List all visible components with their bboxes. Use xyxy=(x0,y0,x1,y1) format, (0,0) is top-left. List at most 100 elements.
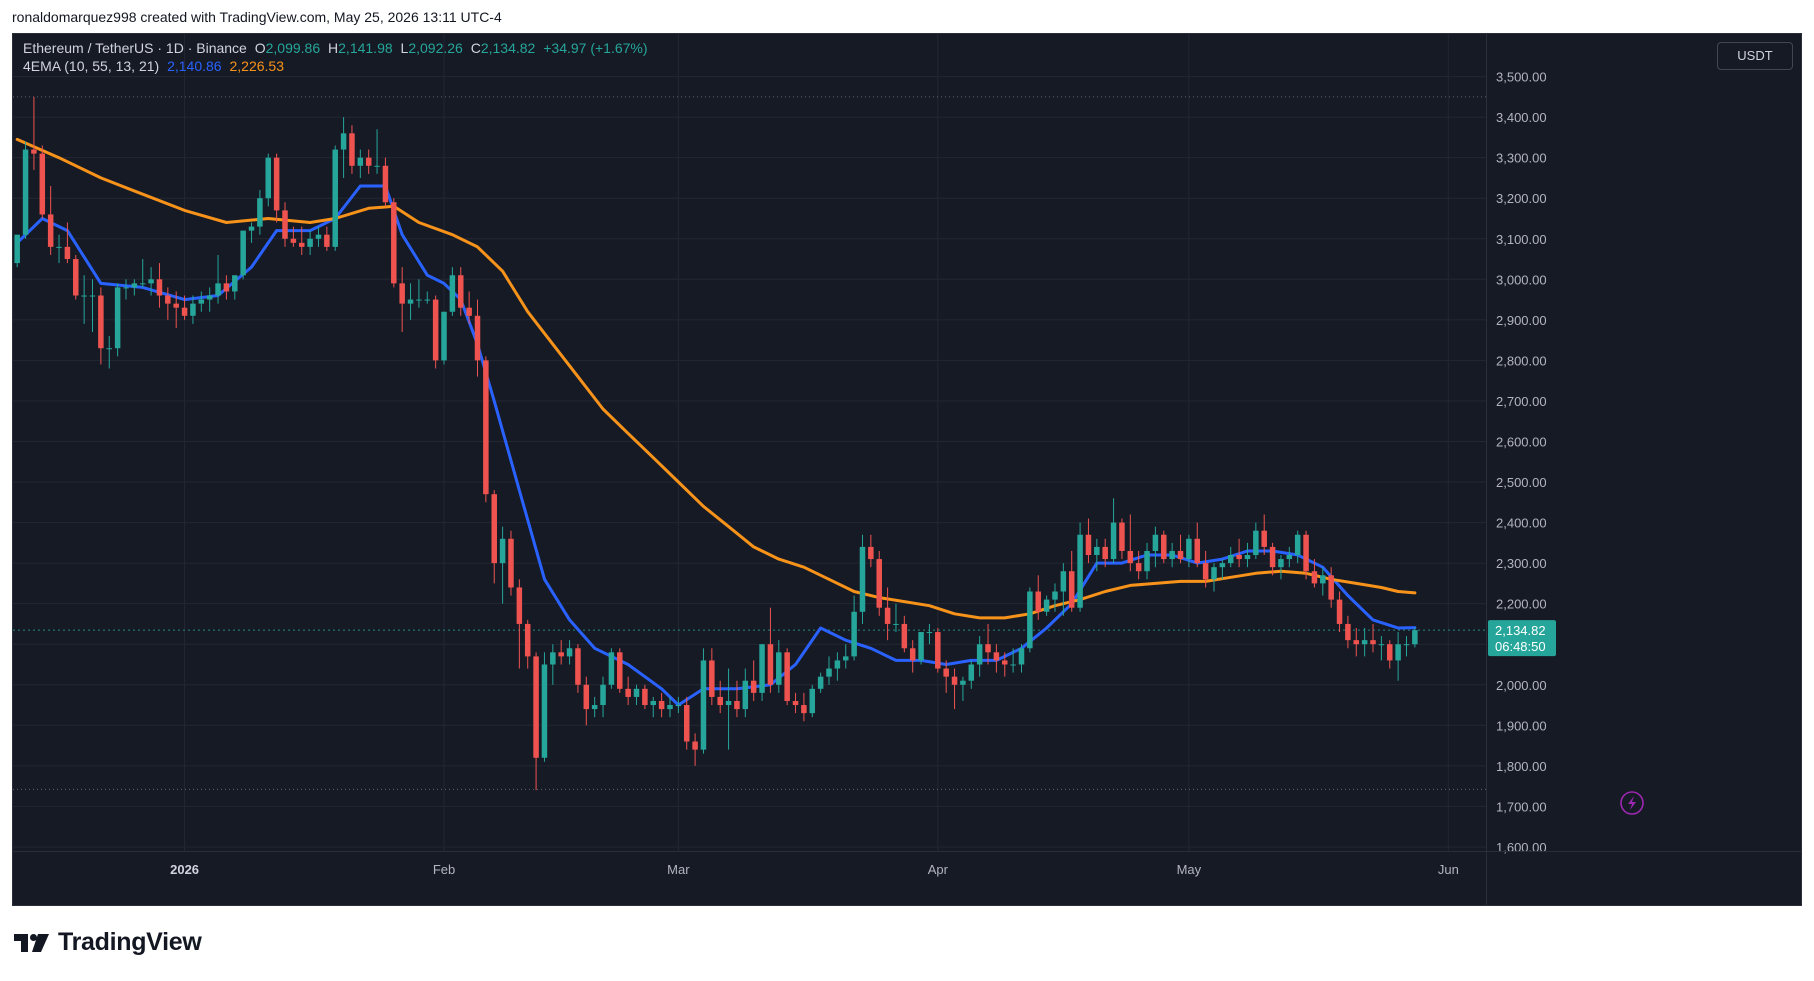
candle-body xyxy=(859,546,866,612)
y-tick-label: 2,000.00 xyxy=(1496,678,1547,693)
candle xyxy=(198,291,205,312)
candle xyxy=(340,117,347,178)
candle xyxy=(792,692,799,714)
candle-body xyxy=(148,279,154,284)
candle xyxy=(114,283,121,357)
chart-panel[interactable]: 3,500.00 3,400.00 3,300.00 3,200.00 3,100.00… xyxy=(12,33,1802,906)
candle-body xyxy=(692,741,698,750)
high-value: 2,141.98 xyxy=(338,40,393,56)
symbol-legend[interactable]: Ethereum / TetherUS · 1D · Binance O2,09… xyxy=(23,40,652,56)
candle-body xyxy=(416,299,422,301)
candle xyxy=(1135,550,1142,580)
candle-body xyxy=(240,230,246,276)
candle-body xyxy=(198,299,205,304)
candle-body xyxy=(1094,546,1100,556)
candle-body xyxy=(600,684,606,706)
candle-body xyxy=(1353,640,1360,645)
price-chart[interactable]: 3,500.00 3,400.00 3,300.00 3,200.00 3,100.00… xyxy=(13,34,1801,905)
candle xyxy=(240,230,246,280)
candle xyxy=(131,279,138,296)
tradingview-logo-icon xyxy=(14,933,49,952)
candle xyxy=(650,696,657,718)
candle xyxy=(1253,522,1259,560)
candle-body xyxy=(407,299,414,304)
candle-body xyxy=(784,652,790,701)
candle-body xyxy=(1320,575,1326,584)
candle xyxy=(223,275,230,300)
indicator-legend[interactable]: 4EMA (10, 55, 13, 21) 2,140.86 2,226.53 xyxy=(23,58,288,74)
price-axis[interactable]: 3,500.00 3,400.00 3,300.00 3,200.00 3,100.00… xyxy=(1486,34,1801,905)
candle-body xyxy=(248,226,255,231)
candle xyxy=(1378,636,1385,661)
candle-body xyxy=(1144,550,1150,572)
candle xyxy=(31,96,37,170)
candle-body xyxy=(1286,555,1293,560)
candle xyxy=(700,648,707,754)
candle-body xyxy=(307,238,313,247)
candle xyxy=(692,733,698,766)
candle xyxy=(139,259,146,288)
candle xyxy=(1353,627,1360,657)
candle-body xyxy=(884,607,891,624)
candle-body xyxy=(1060,571,1067,592)
candle-body xyxy=(22,149,29,235)
x-tick-label: 2026 xyxy=(170,862,199,877)
candle-body xyxy=(566,648,573,657)
candle xyxy=(909,640,916,673)
candle xyxy=(232,275,238,300)
change-value: +34.97 (+1.67%) xyxy=(543,40,648,56)
last-price-value: 2,134.82 xyxy=(1495,623,1546,638)
close-value: 2,134.82 xyxy=(480,40,536,56)
candle-body xyxy=(1035,591,1041,612)
candle-body xyxy=(81,295,87,297)
candle-body xyxy=(558,652,564,657)
candle xyxy=(315,226,322,247)
candle xyxy=(39,145,46,219)
candle xyxy=(1152,526,1159,568)
candle-body xyxy=(868,546,874,560)
candle-body xyxy=(1002,660,1008,665)
candle-body xyxy=(290,238,297,243)
candle-body xyxy=(842,656,849,661)
tradingview-logo[interactable]: TradingView xyxy=(14,928,202,957)
time-axis[interactable]: 2026 Feb Mar Apr May Jun xyxy=(13,851,1801,878)
price-axis-bg xyxy=(1486,34,1801,905)
candle-body xyxy=(516,587,523,624)
candle xyxy=(617,648,623,693)
candle xyxy=(1261,514,1267,556)
lightning-icon[interactable] xyxy=(1620,791,1644,815)
candle-body xyxy=(960,680,966,685)
currency-button[interactable]: USDT xyxy=(1717,42,1793,70)
candle xyxy=(926,623,933,645)
candle xyxy=(1094,538,1100,572)
candle xyxy=(89,279,96,333)
candle-body xyxy=(851,611,857,657)
candle xyxy=(441,311,447,365)
candle xyxy=(47,186,54,255)
candle xyxy=(734,680,740,718)
candle-body xyxy=(156,279,163,296)
candle xyxy=(257,190,263,235)
candle-body xyxy=(1161,534,1167,560)
candle xyxy=(206,287,213,312)
candle-body xyxy=(792,700,799,706)
low-value: 2,092.26 xyxy=(408,40,463,56)
candle xyxy=(1403,636,1410,657)
candle-body xyxy=(1194,538,1201,564)
indicator-title[interactable]: 4EMA (10, 55, 13, 21) xyxy=(23,58,160,74)
candle xyxy=(541,652,548,762)
candle xyxy=(1119,518,1125,560)
x-tick-label: Mar xyxy=(667,862,690,877)
candle xyxy=(483,356,489,503)
candle xyxy=(533,652,539,791)
candle xyxy=(1244,542,1251,568)
candle xyxy=(985,623,991,665)
candle xyxy=(123,279,129,300)
candle-body xyxy=(809,688,816,714)
candle xyxy=(64,222,71,264)
candle xyxy=(1294,530,1301,564)
candle xyxy=(667,696,673,718)
candle-body xyxy=(700,660,707,750)
candle-body xyxy=(1152,534,1159,551)
symbol-title[interactable]: Ethereum / TetherUS · 1D · Binance xyxy=(23,40,247,56)
